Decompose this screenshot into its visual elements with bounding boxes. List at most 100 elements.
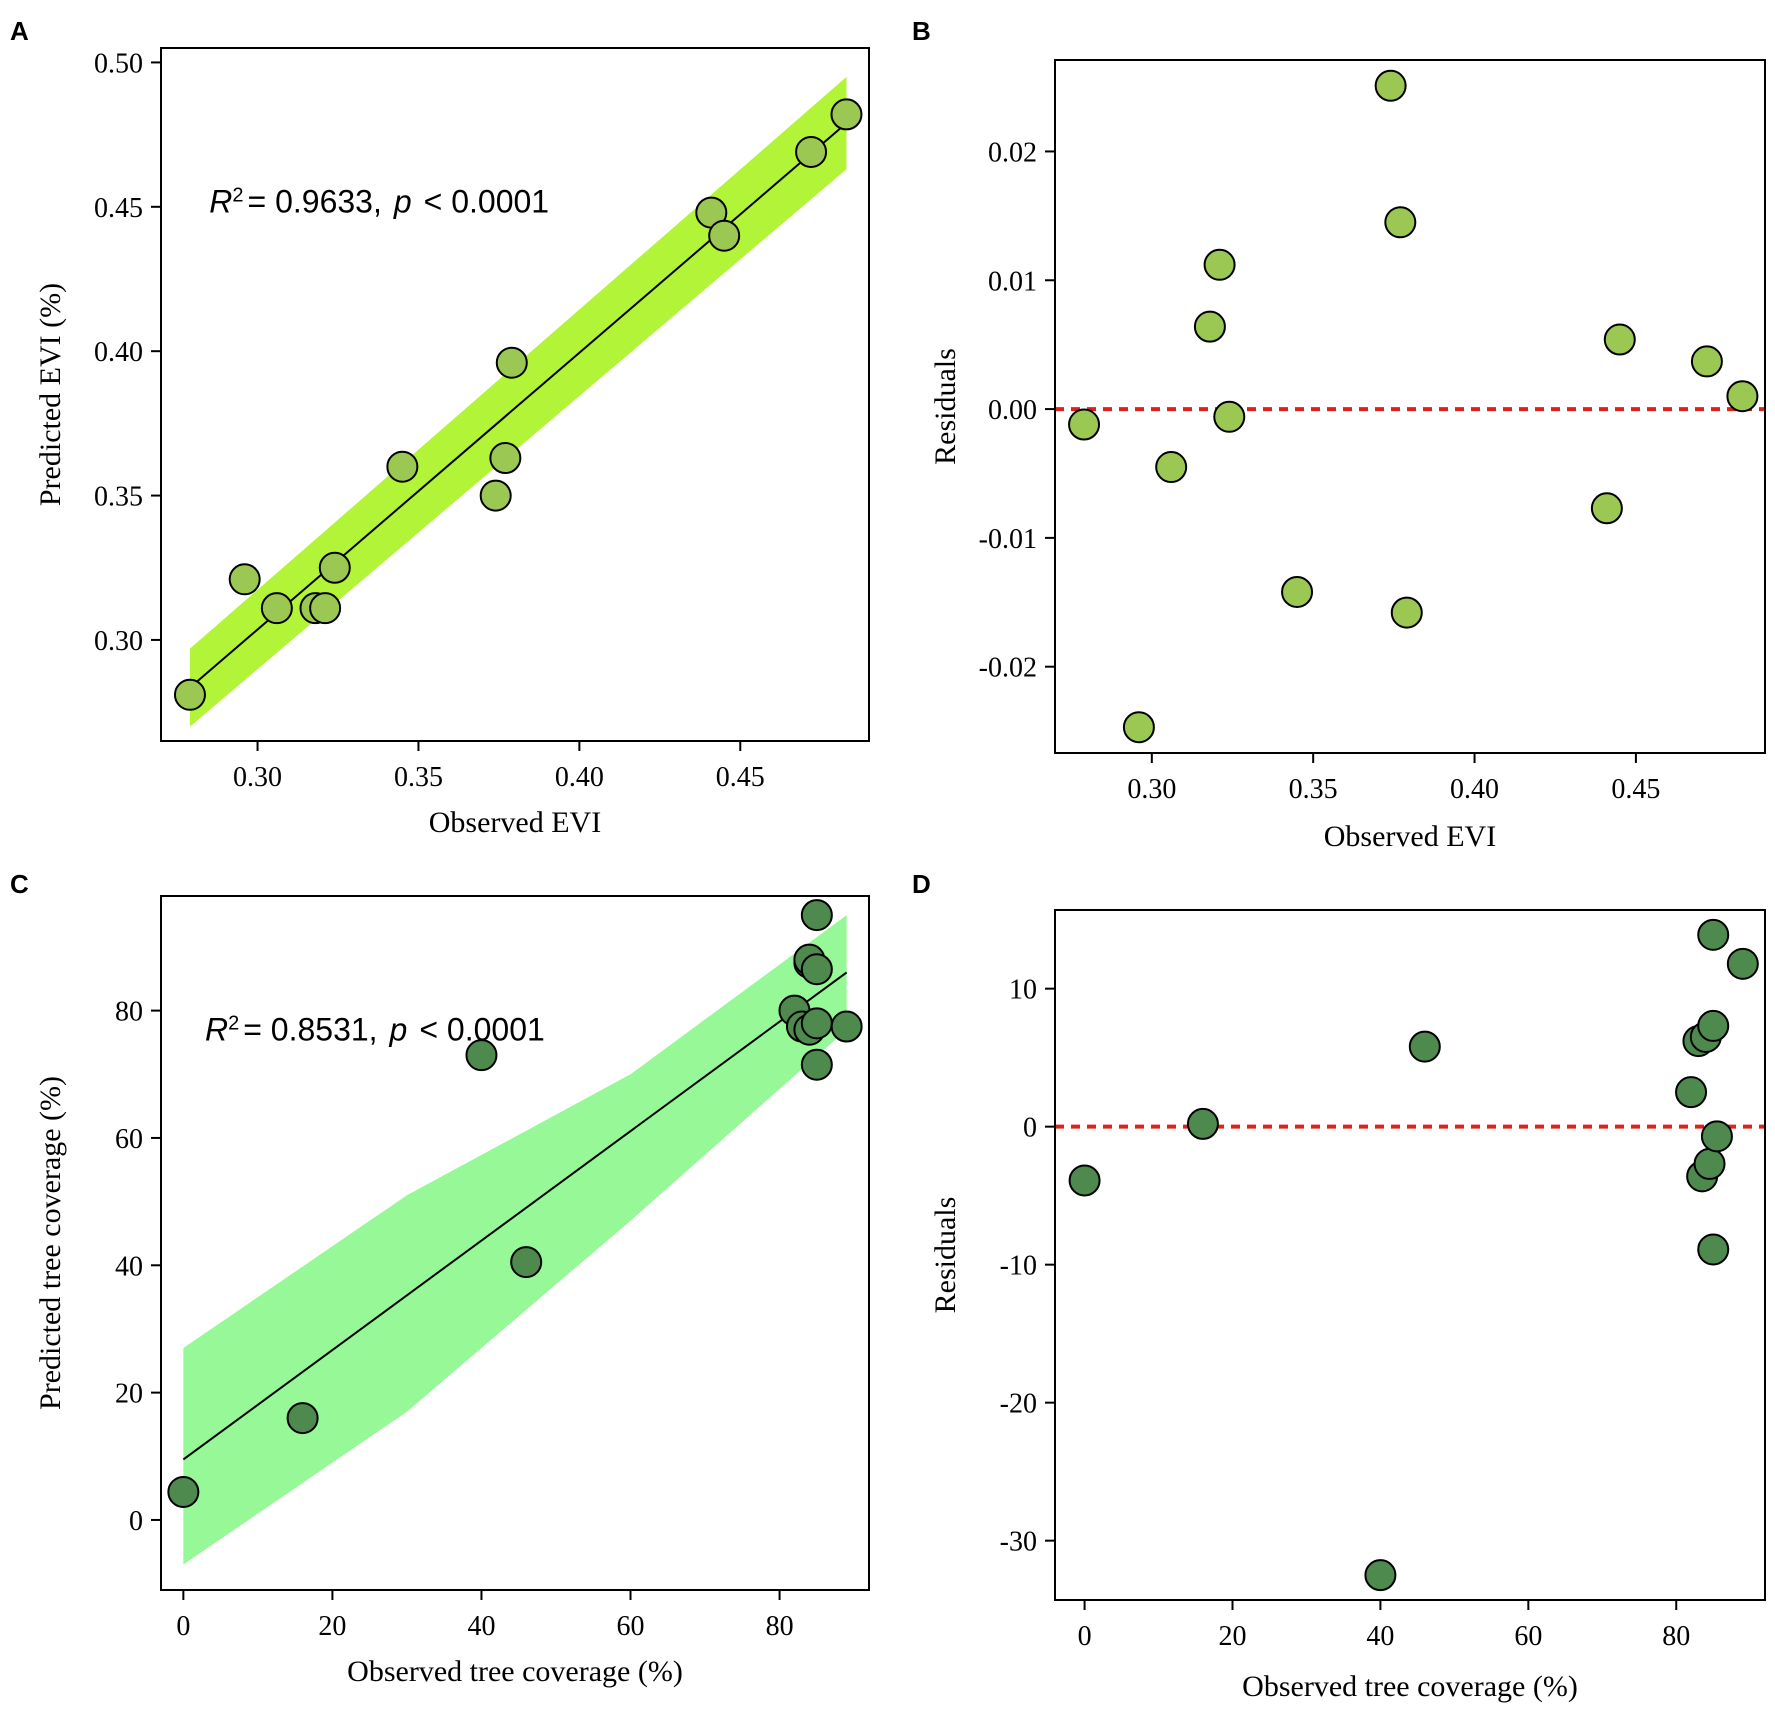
data-point	[489, 442, 522, 475]
panel-letter: B	[912, 16, 931, 46]
data-point	[286, 1402, 319, 1435]
data-point	[167, 1475, 200, 1508]
x-tick-label: 0.40	[555, 762, 604, 793]
data-point	[1726, 380, 1759, 413]
data-point	[386, 450, 419, 483]
data-point	[1364, 1559, 1397, 1592]
data-point	[1693, 1147, 1726, 1180]
annotation-p-value: < 0.0001	[424, 184, 549, 220]
data-point	[1690, 345, 1723, 378]
data-point	[1203, 248, 1236, 281]
y-axis-label: Predicted EVI (%)	[34, 283, 67, 506]
annotation-r-symbol: R	[209, 184, 232, 220]
data-point	[800, 1007, 833, 1040]
annotation-p-symbol: p	[393, 184, 412, 220]
y-tick-label: 40	[115, 1251, 143, 1282]
x-tick-label: 0	[176, 1611, 190, 1642]
y-tick-label: 20	[115, 1379, 143, 1410]
x-tick-label: 80	[766, 1611, 794, 1642]
data-point	[1193, 310, 1226, 343]
annotation-r-exp: 2	[232, 185, 243, 207]
x-tick-label: 80	[1662, 1621, 1690, 1652]
data-point	[1697, 1009, 1730, 1042]
annotation-p-symbol: p	[389, 1012, 408, 1048]
panel-d: D 0 20 40 60 80 -30 -20 -10 0 10 Observed tree cove…	[912, 869, 1766, 1703]
data-point	[1374, 69, 1407, 102]
data-point	[228, 563, 261, 596]
y-tick-label: 10	[1009, 975, 1037, 1006]
data-point	[1384, 206, 1417, 239]
fit-annotation: R2 = 0.8531, p < 0.0001	[205, 1012, 545, 1048]
annotation-r-value: = 0.9633,	[248, 184, 382, 220]
x-tick-label: 60	[617, 1611, 645, 1642]
data-point	[1603, 323, 1636, 356]
y-tick-label: -20	[1000, 1389, 1037, 1420]
y-tick-label: 0.02	[988, 137, 1037, 168]
x-tick-label: 0.45	[1611, 774, 1660, 805]
data-point	[795, 135, 828, 168]
panel-b: B 0.30 0.35 0.40 0.45 -0.02 -0.01 0.00 0.01 0.02 O…	[912, 16, 1766, 853]
y-tick-label: 0.35	[94, 482, 143, 513]
data-point	[1697, 1233, 1730, 1266]
x-axis-label: Observed tree coverage (%)	[1242, 1670, 1578, 1703]
y-tick-label: 0.00	[988, 395, 1037, 426]
confidence-band	[183, 915, 847, 1565]
x-tick-label: 0.35	[394, 762, 443, 793]
data-point	[1186, 1107, 1219, 1140]
y-axis-label: Residuals	[929, 348, 962, 465]
y-tick-label: 0.40	[94, 337, 143, 368]
x-tick-label: 20	[318, 1611, 346, 1642]
y-tick-label: 60	[115, 1124, 143, 1155]
panel-letter: A	[10, 16, 29, 46]
annotation-p-value: < 0.0001	[419, 1012, 544, 1048]
panel-a: A 0.30 0.35 0.40 0.45 0.30 0.35 0.40 0.45 0.50 Obs…	[10, 16, 870, 839]
data-point	[1068, 408, 1101, 441]
x-tick-label: 0.45	[716, 762, 765, 793]
data-point	[1155, 451, 1188, 484]
data-point	[1726, 947, 1759, 980]
x-tick-label: 0.30	[233, 762, 282, 793]
data-point	[1213, 400, 1246, 433]
x-tick-label: 0.30	[1127, 774, 1176, 805]
data-point	[708, 219, 741, 252]
y-tick-label: 0.30	[94, 626, 143, 657]
data-point	[1590, 492, 1623, 525]
plot-area	[189, 76, 848, 727]
plot-frame	[160, 47, 870, 742]
data-point	[173, 678, 206, 711]
x-tick-label: 0.35	[1289, 774, 1338, 805]
x-tick-label: 40	[467, 1611, 495, 1642]
annotation-r-value: = 0.8531,	[243, 1012, 377, 1048]
x-axis-label: Observed EVI	[429, 806, 601, 839]
y-tick-label: -0.02	[979, 653, 1037, 684]
data-point	[1281, 575, 1314, 608]
y-tick-label: -10	[1000, 1251, 1037, 1282]
data-point	[479, 479, 512, 512]
y-tick-label: 0.45	[94, 193, 143, 224]
y-tick-label: 0	[129, 1506, 143, 1537]
y-tick-label: 0.01	[988, 266, 1037, 297]
data-point	[1390, 596, 1423, 629]
plot-frame	[1054, 59, 1766, 754]
x-tick-label: 0	[1078, 1621, 1092, 1652]
data-point	[800, 899, 833, 932]
annotation-r-symbol: R	[205, 1012, 228, 1048]
data-point	[1408, 1030, 1441, 1063]
data-point	[309, 592, 342, 625]
fit-annotation: R2 = 0.9633, p < 0.0001	[209, 184, 549, 220]
panel-c: C 0 20 40 60 80 0 20 40 60 80 Observed tree coverag…	[10, 869, 870, 1688]
plot-frame	[1054, 909, 1766, 1601]
y-tick-label: 80	[115, 997, 143, 1028]
annotation-r-exp: 2	[228, 1013, 239, 1035]
plot-frame	[160, 895, 870, 1591]
x-axis-label: Observed EVI	[1324, 820, 1496, 853]
confidence-band	[189, 76, 847, 727]
y-tick-label: -30	[1000, 1527, 1037, 1558]
x-tick-label: 20	[1219, 1621, 1247, 1652]
data-point	[1697, 918, 1730, 951]
panel-letter: C	[10, 869, 29, 899]
x-tick-label: 0.40	[1450, 774, 1499, 805]
regression-line	[189, 122, 848, 689]
data-point	[318, 551, 351, 584]
